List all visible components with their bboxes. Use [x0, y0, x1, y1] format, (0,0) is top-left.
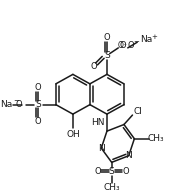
Text: O: O	[122, 167, 129, 176]
Text: O: O	[90, 62, 97, 71]
Text: OH: OH	[66, 130, 80, 139]
Text: −: −	[133, 39, 139, 45]
Text: Na: Na	[140, 35, 152, 44]
Text: O: O	[120, 41, 126, 50]
Text: +: +	[151, 34, 157, 40]
Text: O: O	[94, 167, 101, 176]
Text: S: S	[35, 100, 41, 109]
Text: Cl: Cl	[134, 107, 143, 116]
Text: HN: HN	[91, 118, 104, 127]
Text: O: O	[15, 100, 22, 109]
Text: S: S	[109, 167, 115, 176]
Text: S: S	[104, 51, 110, 60]
Text: −: −	[13, 98, 19, 104]
Text: O: O	[128, 41, 134, 50]
Text: O: O	[104, 33, 110, 42]
Text: O: O	[34, 117, 41, 126]
Text: O: O	[34, 83, 41, 92]
Text: N: N	[98, 144, 105, 153]
Text: CH₃: CH₃	[103, 183, 120, 192]
Text: Na: Na	[0, 100, 12, 109]
Text: O⁻: O⁻	[118, 41, 128, 50]
Text: CH₃: CH₃	[148, 134, 164, 143]
Text: N: N	[125, 151, 132, 160]
